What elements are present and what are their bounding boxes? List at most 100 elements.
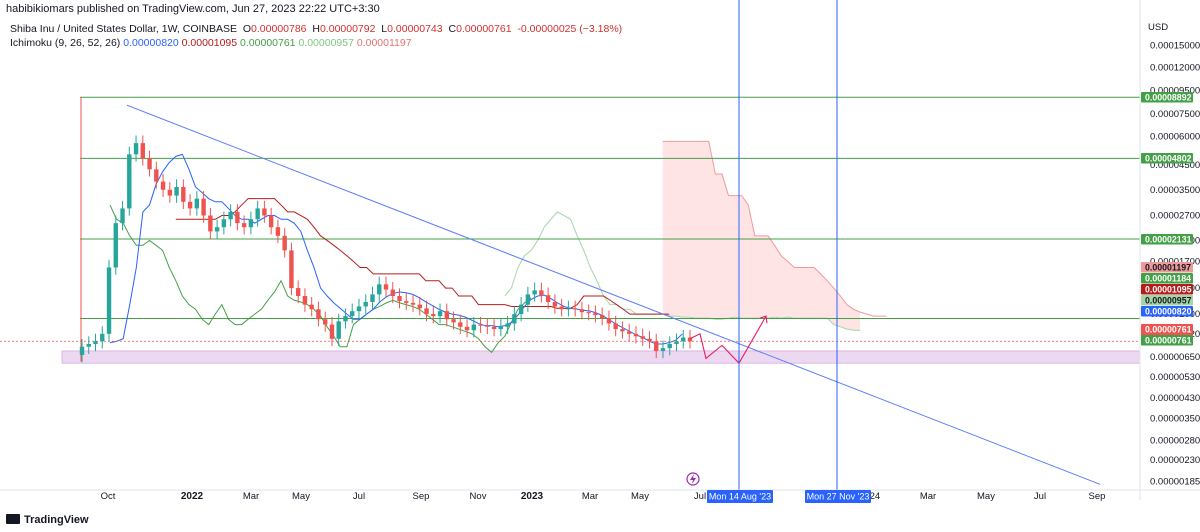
date-marker-label: Mon 14 Aug '23 — [709, 492, 771, 502]
close-value: 0.00000761 — [456, 23, 512, 35]
candle — [437, 311, 443, 317]
candle — [79, 346, 85, 355]
time-tick-label: Mar — [582, 491, 598, 502]
candle — [248, 219, 254, 228]
candle — [498, 326, 504, 330]
time-tick-label: Mar — [920, 491, 936, 502]
ichimoku-label[interactable]: Ichimoku (9, 26, 52, 26) — [10, 37, 121, 49]
candle — [410, 302, 416, 305]
ichimoku-lagging: 0.00000761 — [240, 37, 296, 49]
candle — [377, 284, 382, 295]
candle — [390, 289, 395, 297]
candle — [100, 333, 105, 342]
time-tick-label: May — [631, 491, 649, 502]
price-tick-label: 0.00004500 — [1150, 160, 1200, 171]
legend-ichimoku-row: Ichimoku (9, 26, 52, 26) 0.00000820 0.00… — [10, 36, 622, 50]
candle — [559, 306, 564, 310]
time-axis: Oct 2022 Mar May Jul Sep Nov 2023 Mar May Jul Mar Ma… — [0, 489, 1200, 503]
candle — [579, 309, 585, 313]
candle — [417, 304, 422, 309]
publish-header: habibikiomars published on TradingView.c… — [6, 3, 380, 15]
price-label-text: 0.00001197 — [1145, 263, 1191, 273]
candle — [566, 308, 571, 310]
candle — [268, 215, 274, 228]
brand-name: TradingView — [24, 514, 89, 526]
price-tick-label: 0.00000650 — [1150, 352, 1200, 363]
projection-path — [689, 315, 767, 365]
candle — [356, 306, 362, 312]
price-tick-label: 0.00012000 — [1150, 62, 1200, 73]
candle — [127, 154, 132, 209]
time-tick-label: May — [292, 491, 310, 502]
candle — [221, 219, 227, 228]
legend-symbol-row: Shiba Inu / United States Dollar, 1W, CO… — [10, 22, 622, 36]
price-label-box — [1141, 92, 1193, 103]
candle — [485, 325, 490, 327]
price-label-box — [1141, 262, 1193, 273]
symbol-name[interactable]: Shiba Inu / United States Dollar, 1W, CO… — [10, 23, 238, 35]
candle — [532, 290, 537, 295]
candle — [539, 290, 544, 296]
candle — [323, 319, 328, 325]
price-label-box — [1141, 284, 1193, 295]
time-tick-label: Oct — [101, 491, 116, 502]
price-label-text: 0.00000957 — [1145, 296, 1192, 306]
candle — [113, 223, 118, 268]
price-label-box — [1141, 335, 1193, 346]
candle — [235, 211, 240, 224]
price-label-text: 0.00000820 — [1145, 307, 1192, 317]
time-tick-label: Jul — [1034, 491, 1046, 502]
candle — [160, 181, 166, 190]
candle — [154, 169, 159, 182]
candle — [647, 338, 652, 342]
candle — [654, 341, 659, 351]
price-tick-label: 0.00000185 — [1150, 477, 1200, 488]
price-axis-currency: USD — [1148, 22, 1168, 33]
ichimoku-lead-span-b — [662, 140, 887, 317]
candle — [275, 227, 281, 236]
time-tick-label: Jul — [353, 491, 365, 502]
candle — [606, 318, 612, 324]
price-tick-label: 0.00000430 — [1150, 393, 1200, 404]
candle — [289, 250, 294, 289]
candle — [674, 341, 679, 344]
candle — [262, 208, 267, 216]
price-tick-label: 0.00002700 — [1150, 211, 1200, 222]
candle — [545, 295, 551, 302]
time-tick-label: Nov — [470, 491, 487, 502]
candle — [552, 301, 558, 307]
candle — [350, 311, 355, 317]
candle — [302, 296, 308, 305]
time-tick-label: 2022 — [181, 491, 204, 502]
projection-arrow — [759, 315, 768, 324]
price-tick-label: 0.00015000 — [1150, 40, 1200, 51]
candle — [681, 337, 686, 342]
price-label-text: 0.00001184 — [1145, 274, 1191, 284]
price-labels: 0.00008892 0.00004802 0.00002131 0.00001197… — [1141, 92, 1193, 346]
candle — [329, 324, 335, 339]
price-tick-label: 0.00006000 — [1150, 131, 1200, 142]
support-zone — [61, 350, 1141, 364]
price-axis: USD 0.00015000 0.00012000 0.00009500 0.00007… — [1139, 0, 1200, 500]
candle — [491, 326, 497, 330]
candle — [194, 198, 200, 209]
candle — [613, 323, 618, 330]
candle — [586, 312, 591, 314]
candle — [370, 294, 375, 302]
candle — [471, 324, 477, 331]
candle — [640, 336, 645, 339]
price-label-text: 0.00000761 — [1145, 325, 1192, 335]
price-label-box — [1141, 273, 1193, 284]
candle — [282, 235, 287, 251]
ichimoku-conversion-line — [109, 153, 683, 345]
candle — [228, 211, 233, 220]
candle — [599, 315, 605, 319]
candle — [620, 329, 625, 332]
candle — [505, 323, 510, 327]
candle — [309, 304, 314, 310]
candle — [667, 343, 672, 349]
trend-line — [126, 104, 1101, 485]
candle — [397, 296, 402, 302]
price-label-text: 0.00001095 — [1145, 285, 1192, 295]
